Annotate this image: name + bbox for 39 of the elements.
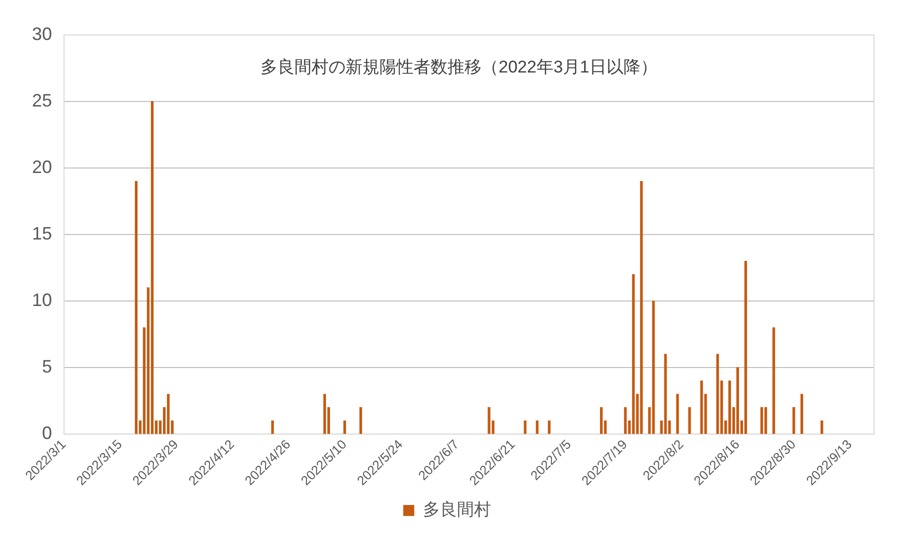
y-tick-label: 15 (32, 224, 52, 244)
bar (343, 420, 346, 434)
bar (716, 354, 719, 434)
bar (820, 420, 824, 434)
bar (664, 354, 667, 434)
bar (271, 420, 274, 434)
bar (760, 407, 764, 434)
bar (764, 407, 768, 434)
bar (134, 181, 138, 434)
bar (524, 420, 526, 434)
bar (359, 407, 362, 434)
bar (772, 327, 776, 434)
bar (652, 300, 655, 434)
bar (792, 407, 796, 434)
bar (632, 274, 635, 434)
bar (800, 394, 804, 434)
bar (744, 260, 748, 434)
y-tick-label: 10 (32, 290, 52, 310)
y-tick-label: 0 (42, 423, 52, 444)
legend-label: 多良間村 (422, 500, 491, 520)
bar (323, 394, 326, 434)
bar (150, 101, 154, 434)
bar (736, 367, 739, 434)
bar (728, 380, 731, 434)
bar (600, 407, 603, 434)
bar (166, 394, 170, 434)
y-tick-label: 25 (32, 90, 52, 110)
bar (536, 420, 539, 434)
bar (700, 380, 703, 434)
y-tick-label: 30 (32, 24, 52, 44)
bar (548, 420, 551, 434)
bar (624, 407, 627, 434)
y-tick-label: 5 (42, 356, 52, 377)
bar (640, 181, 643, 434)
bar (488, 407, 490, 434)
text: 多良間村の新規陽性者数推移（2022年3月1日以降） (260, 58, 658, 77)
bar (676, 394, 679, 434)
y-tick-label: 20 (32, 156, 52, 177)
bar (688, 407, 691, 434)
